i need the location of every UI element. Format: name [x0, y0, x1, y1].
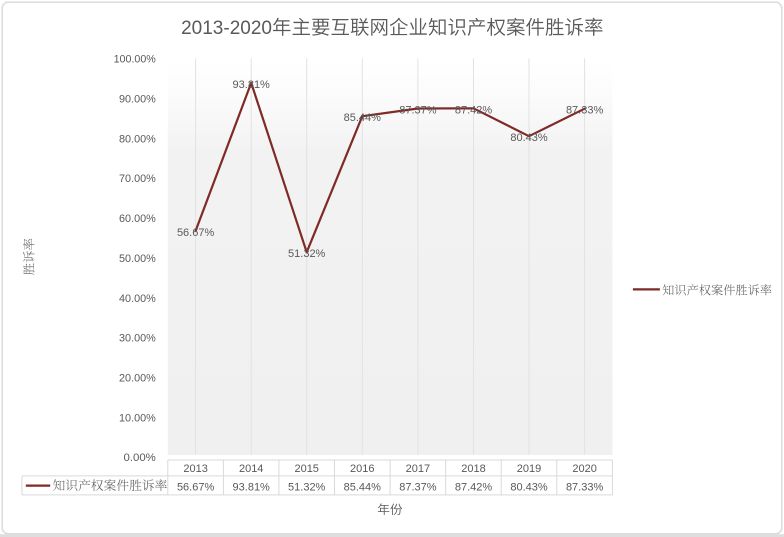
svg-text:2017: 2017 [406, 463, 430, 475]
svg-text:10.00%: 10.00% [119, 412, 156, 424]
svg-text:80.43%: 80.43% [510, 132, 548, 144]
svg-text:51.32%: 51.32% [288, 482, 326, 494]
svg-text:60.00%: 60.00% [119, 213, 156, 225]
svg-text:87.42%: 87.42% [455, 104, 493, 116]
svg-text:20.00%: 20.00% [119, 373, 156, 385]
svg-text:2013: 2013 [183, 463, 207, 475]
svg-text:2016: 2016 [350, 463, 374, 475]
svg-text:80.43%: 80.43% [510, 482, 548, 494]
svg-text:0.00%: 0.00% [124, 452, 157, 464]
svg-text:2018: 2018 [461, 463, 485, 475]
svg-text:87.37%: 87.37% [399, 482, 437, 494]
svg-text:30.00%: 30.00% [119, 333, 156, 345]
svg-text:51.32%: 51.32% [288, 248, 326, 260]
svg-text:87.33%: 87.33% [566, 105, 604, 117]
svg-text:80.00%: 80.00% [119, 133, 156, 145]
svg-text:87.33%: 87.33% [566, 482, 604, 494]
svg-text:100.00%: 100.00% [114, 54, 156, 66]
svg-text:56.67%: 56.67% [177, 482, 215, 494]
svg-text:93.81%: 93.81% [233, 79, 271, 91]
svg-text:70.00%: 70.00% [119, 173, 156, 185]
svg-text:40.00%: 40.00% [119, 293, 156, 305]
svg-text:85.44%: 85.44% [344, 482, 382, 494]
svg-text:56.67%: 56.67% [177, 227, 215, 239]
svg-text:87.37%: 87.37% [399, 105, 437, 117]
svg-text:87.42%: 87.42% [455, 482, 493, 494]
svg-text:85.44%: 85.44% [344, 112, 382, 124]
svg-text:2013-2020: 2013-2020 [181, 18, 272, 39]
svg-text:90.00%: 90.00% [119, 94, 156, 106]
svg-text:2020: 2020 [572, 463, 596, 475]
svg-text:50.00%: 50.00% [119, 253, 156, 265]
svg-text:2014: 2014 [239, 463, 263, 475]
svg-text:2019: 2019 [517, 463, 541, 475]
svg-text:93.81%: 93.81% [233, 482, 271, 494]
svg-text:2015: 2015 [294, 463, 318, 475]
